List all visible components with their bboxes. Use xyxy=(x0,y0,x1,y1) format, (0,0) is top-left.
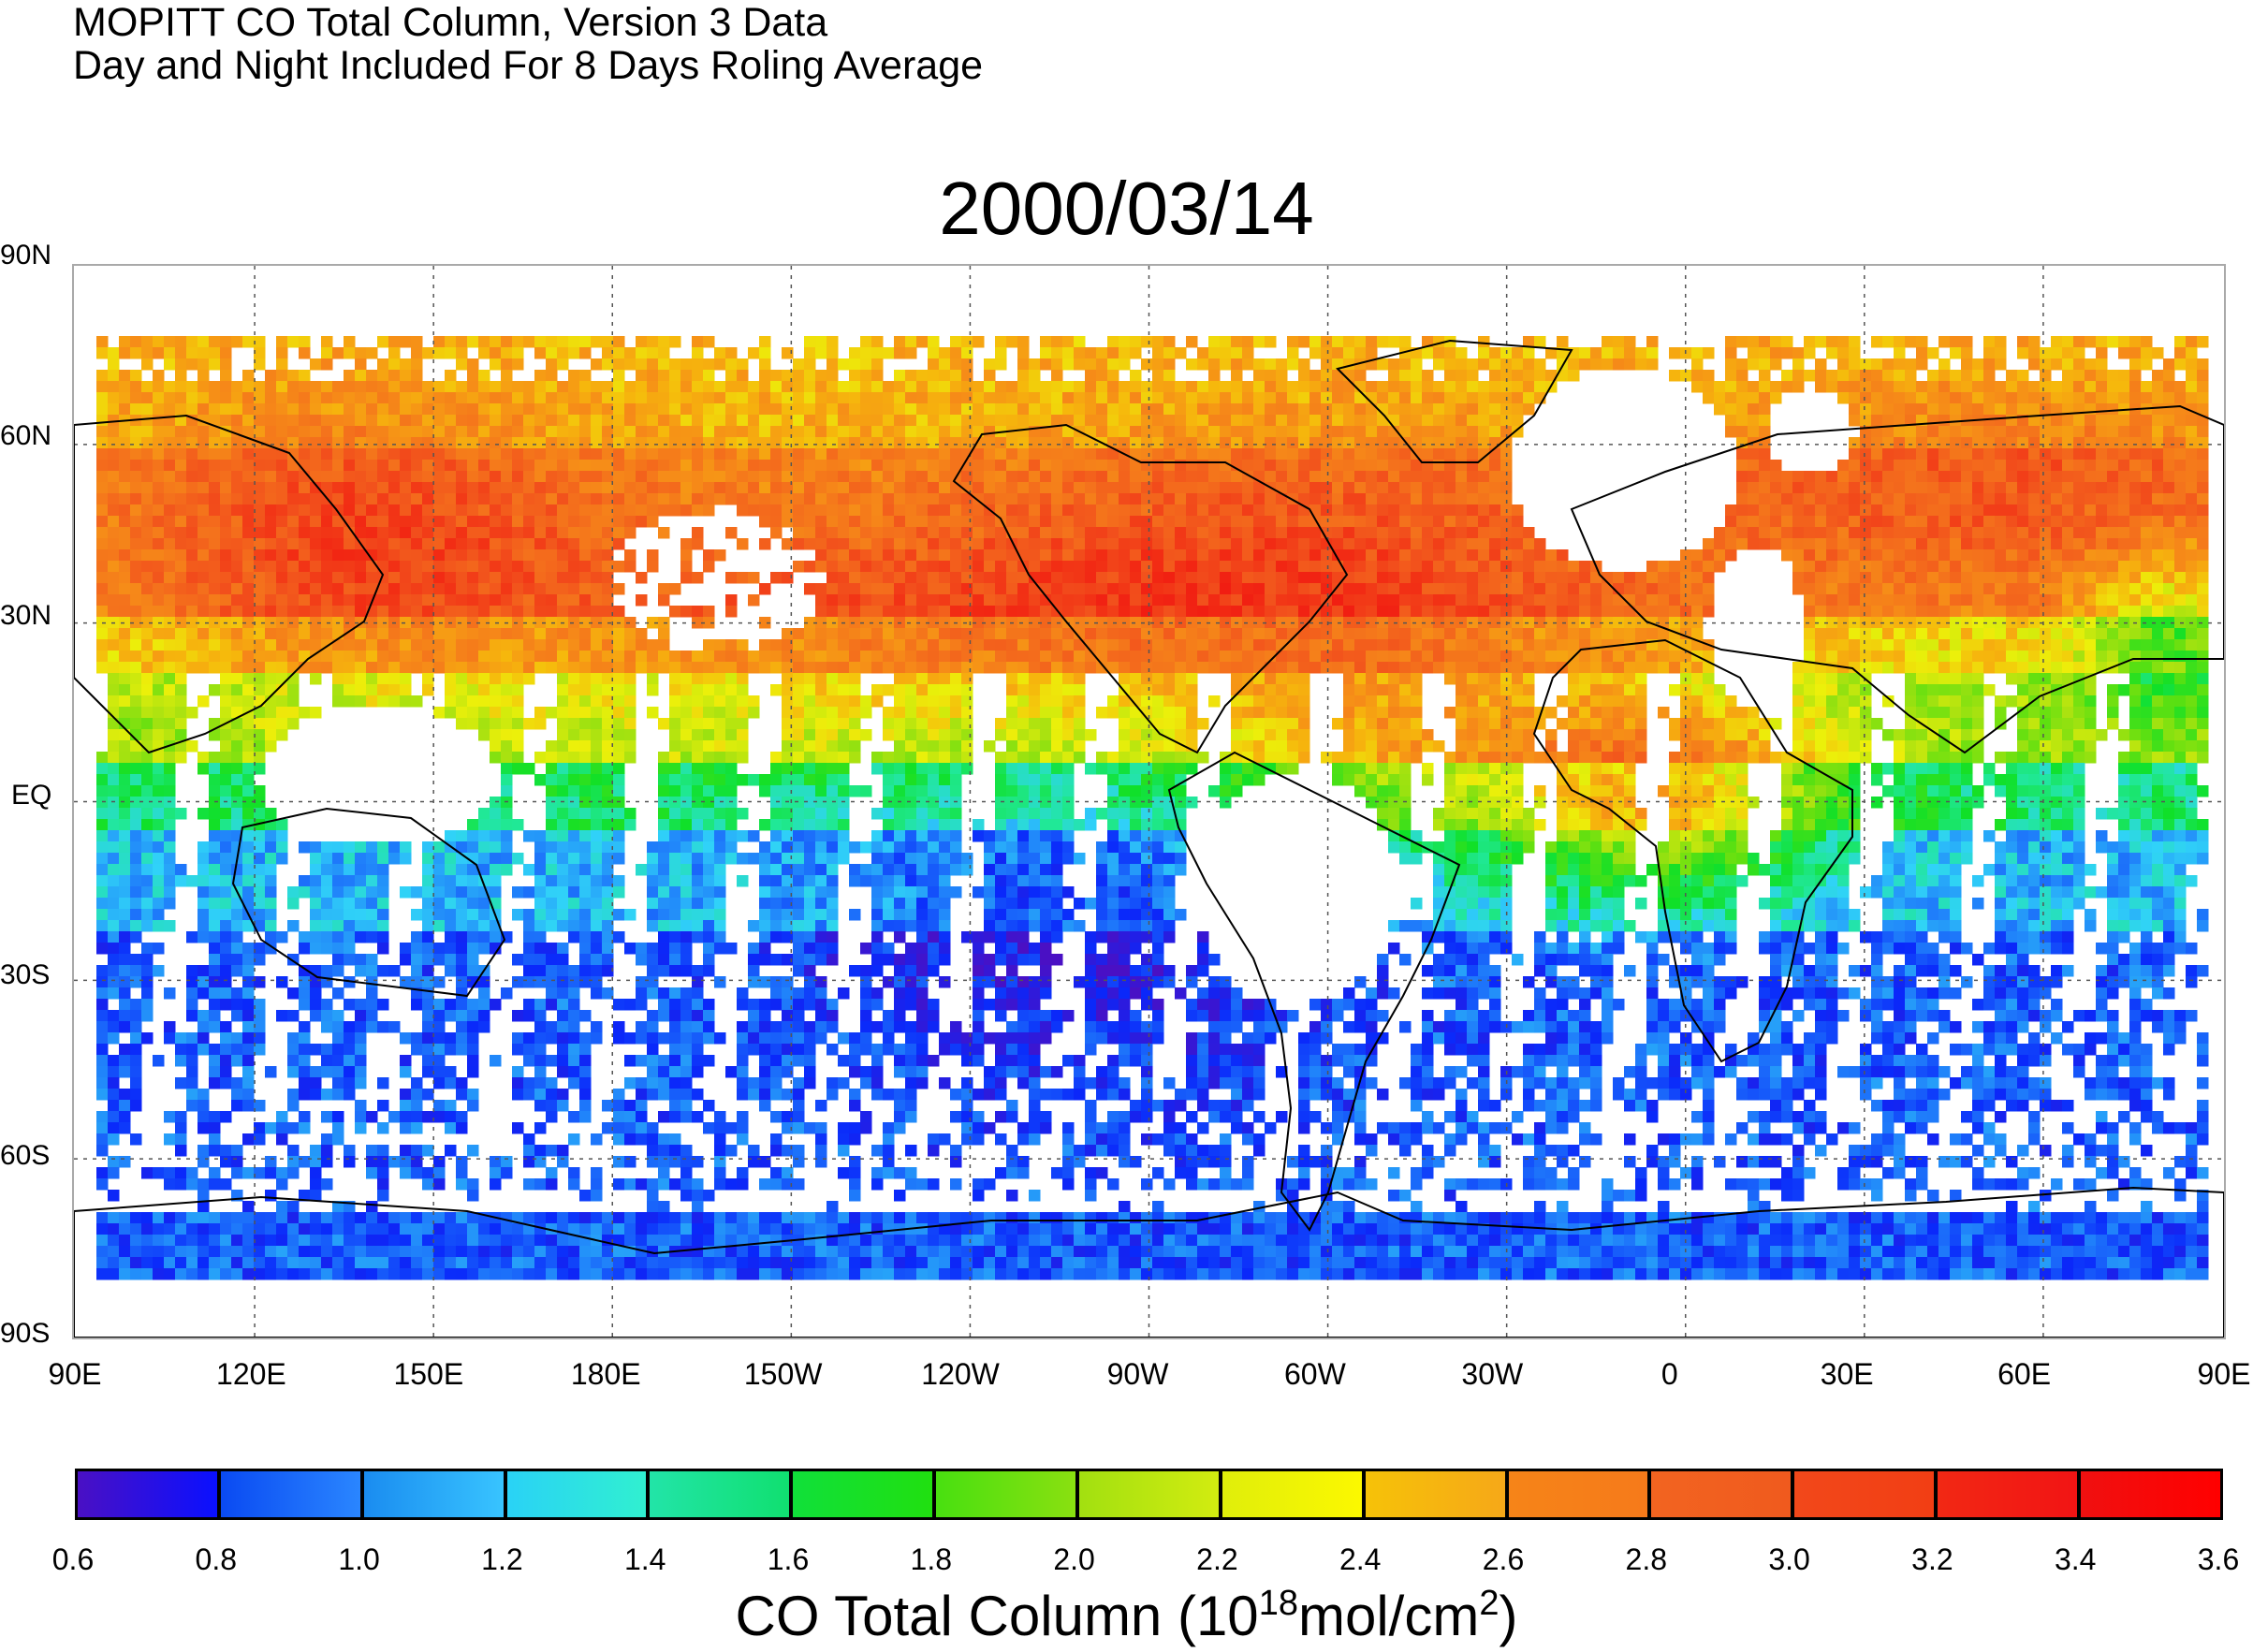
colorbar-segment xyxy=(793,1471,937,1517)
lon-label: 0 xyxy=(1660,1357,1678,1391)
lon-label: 30E xyxy=(1820,1357,1874,1391)
colorbar-title-main: CO Total Column (10 xyxy=(735,1585,1259,1647)
colorbar-segment xyxy=(78,1471,221,1517)
colorbar-tick: 3.0 xyxy=(1768,1542,1810,1576)
map-date-title: 2000/03/14 xyxy=(939,167,1314,250)
colorbar-segment xyxy=(1365,1471,1509,1517)
lat-label: 60S xyxy=(0,1140,51,1171)
colorbar-tick: 1.0 xyxy=(338,1542,380,1576)
lon-label: 90W xyxy=(1106,1357,1169,1391)
colorbar-tick: 2.6 xyxy=(1482,1542,1525,1576)
graticule xyxy=(74,266,2224,1338)
colorbar-tick: 3.2 xyxy=(1911,1542,1953,1576)
lat-label: 30N xyxy=(0,600,52,631)
colorbar-title-close: ) xyxy=(1499,1585,1518,1647)
lon-label: 30W xyxy=(1461,1357,1524,1391)
colorbar-segment xyxy=(650,1471,794,1517)
colorbar-segment xyxy=(2081,1471,2220,1517)
colorbar-tick: 1.4 xyxy=(623,1542,666,1576)
lat-label: 90S xyxy=(0,1318,51,1349)
lon-label: 150E xyxy=(393,1357,464,1391)
colorbar-tick: 0.6 xyxy=(51,1542,95,1576)
lon-label: 180E xyxy=(570,1357,641,1391)
colorbar-title-unit-exponent: 2 xyxy=(1479,1584,1500,1623)
colorbar-tick: 3.4 xyxy=(2054,1542,2097,1576)
lon-label: 120W xyxy=(921,1357,1000,1391)
colorbar-tick: 3.6 xyxy=(2197,1542,2240,1576)
lon-label: 150W xyxy=(743,1357,823,1391)
lat-label: 60N xyxy=(0,420,52,451)
product-title: MOPITT CO Total Column, Version 3 Data xyxy=(73,0,828,45)
lon-label: 60W xyxy=(1284,1357,1346,1391)
colorbar-segment xyxy=(506,1471,651,1517)
lon-label: 90E xyxy=(2197,1357,2251,1391)
colorbar-segment xyxy=(1651,1471,1795,1517)
colorbar-title-unit: mol/cm xyxy=(1297,1585,1480,1647)
lon-label: 90E xyxy=(48,1357,102,1391)
colorbar-tick: 0.8 xyxy=(195,1542,238,1576)
colorbar-segment xyxy=(1508,1471,1652,1517)
lon-label: 60E xyxy=(1997,1357,2052,1391)
colorbar-tick: 1.2 xyxy=(481,1542,523,1576)
colorbar-tick: 1.6 xyxy=(767,1542,810,1576)
colorbar-title: CO Total Column (1018mol/cm2) xyxy=(0,1584,2253,1649)
co-concentration-map xyxy=(74,266,2224,1338)
colorbar-tick: 1.8 xyxy=(910,1542,953,1576)
colorbar xyxy=(75,1469,2223,1520)
lat-label: EQ xyxy=(11,780,52,811)
colorbar-segment xyxy=(1794,1471,1938,1517)
colorbar-segment xyxy=(363,1471,507,1517)
product-subtitle: Day and Night Included For 8 Days Roling… xyxy=(73,43,984,88)
lat-label: 90N xyxy=(0,240,52,270)
colorbar-title-exponent: 18 xyxy=(1258,1584,1298,1623)
colorbar-tick: 2.0 xyxy=(1053,1542,1095,1576)
colorbar-tick: 2.8 xyxy=(1625,1542,1668,1576)
colorbar-tick: 2.2 xyxy=(1196,1542,1238,1576)
colorbar-segment xyxy=(936,1471,1080,1517)
colorbar-segment xyxy=(220,1471,364,1517)
colorbar-tick: 2.4 xyxy=(1339,1542,1382,1576)
map-data-cells xyxy=(96,336,2209,1280)
colorbar-segment xyxy=(1079,1471,1222,1517)
lon-label: 120E xyxy=(216,1357,286,1391)
coastlines xyxy=(74,339,2224,1338)
map-panel xyxy=(72,264,2226,1339)
colorbar-segment xyxy=(1222,1471,1366,1517)
colorbar-segment xyxy=(1938,1471,2082,1517)
lat-label: 30S xyxy=(0,959,51,990)
